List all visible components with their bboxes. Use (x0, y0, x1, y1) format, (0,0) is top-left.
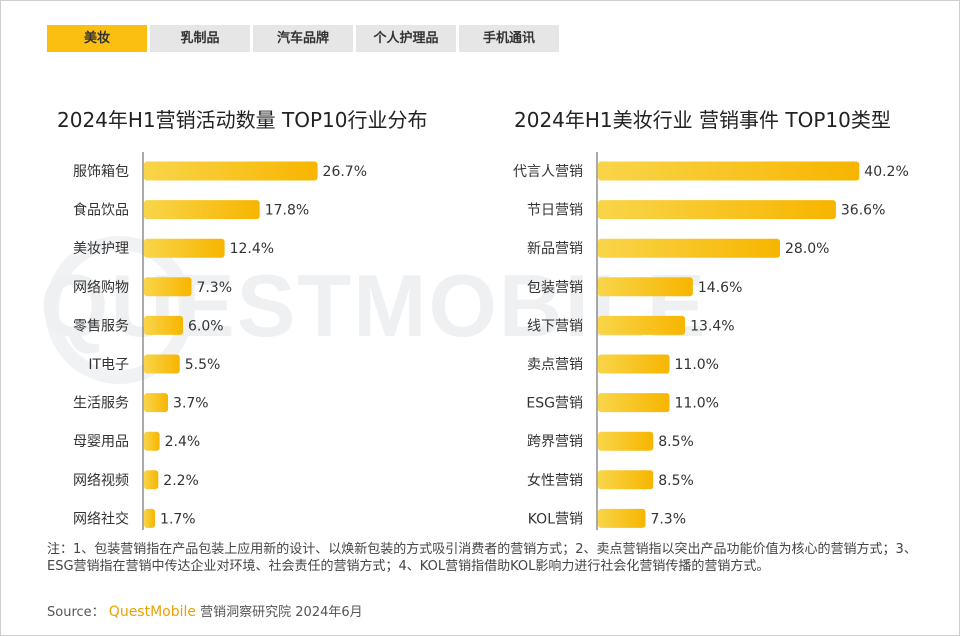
left-value-label: 5.5% (185, 357, 221, 373)
right-value-label: 14.6% (698, 280, 742, 296)
left-bar (144, 508, 156, 528)
left-value-label: 26.7% (323, 164, 367, 180)
right-chart-title: 2024年H1美妆行业 营销事件 TOP10类型 (514, 108, 891, 132)
left-value-label: 7.3% (196, 280, 232, 296)
footnote: 注：1、包装营销指在产品包装上应用新的设计、以焕新包装的方式吸引消费者的营销方式… (47, 542, 917, 574)
right-category-label: KOL营销 (528, 511, 583, 527)
tab-dairy[interactable]: 乳制品 (150, 25, 250, 52)
tab-personal-care[interactable]: 个人护理品 (356, 25, 456, 52)
tab-cosmetics[interactable]: 美妆 (47, 25, 147, 52)
right-category-label: 代言人营销 (513, 164, 583, 180)
left-bar (144, 393, 169, 413)
tab-mobile-comms[interactable]: 手机通讯 (459, 25, 559, 52)
left-value-label: 2.2% (163, 473, 199, 489)
source-brand: QuestMobile (108, 604, 197, 620)
left-category-label: 生活服务 (73, 396, 129, 412)
right-value-label: 36.6% (841, 203, 885, 219)
right-value-label: 11.0% (675, 357, 719, 373)
right-bar (598, 431, 654, 451)
left-category-label: IT电子 (88, 357, 129, 373)
right-category-label: 包装营销 (527, 280, 583, 296)
source-text: 营销洞察研究院 2024年6月 (200, 605, 363, 620)
right-value-label: 13.4% (690, 318, 734, 334)
right-category-label: 跨界营销 (527, 434, 583, 450)
left-category-label: 服饰箱包 (73, 164, 129, 180)
right-category-label: 女性营销 (527, 472, 583, 489)
left-value-label: 1.7% (160, 511, 196, 527)
right-bar (598, 354, 670, 374)
left-bar (144, 200, 260, 220)
left-chart-title: 2024年H1营销活动数量 TOP10行业分布 (57, 108, 428, 132)
left-value-label: 3.7% (173, 396, 209, 412)
left-category-label: 母婴用品 (73, 434, 129, 450)
source-line: Source： QuestMobile 营销洞察研究院 2024年6月 (47, 601, 363, 620)
left-bar (144, 161, 318, 181)
left-value-label: 17.8% (265, 203, 309, 219)
right-bar (598, 277, 693, 297)
right-category-label: 卖点营销 (527, 357, 583, 373)
right-value-label: 28.0% (785, 241, 829, 257)
left-bar (144, 354, 180, 374)
left-category-label: 网络视频 (73, 473, 129, 489)
left-value-label: 6.0% (188, 318, 224, 334)
left-bar (144, 277, 192, 297)
right-bar (598, 315, 686, 335)
left-category-label: 网络社交 (73, 510, 129, 527)
bar-charts: 服饰箱包 26.7% 食品饮品 17.8% 美妆护理 12.4% 网络购物 7.3% 零售服务 6… (73, 152, 909, 530)
tab-auto-brands[interactable]: 汽车品牌 (253, 25, 353, 52)
left-value-label: 2.4% (165, 434, 201, 450)
left-value-label: 12.4% (230, 241, 274, 257)
right-bar (598, 238, 780, 258)
right-category-label: 线下营销 (527, 318, 583, 334)
right-value-label: 11.0% (675, 396, 719, 412)
right-category-label: 节日营销 (527, 203, 583, 219)
right-bar (598, 200, 836, 220)
right-category-label: 新品营销 (527, 241, 583, 257)
right-bar (598, 470, 654, 490)
right-bar (598, 161, 860, 181)
right-category-label: ESG营销 (526, 396, 583, 412)
left-bar (144, 470, 159, 490)
right-bar (598, 393, 670, 413)
right-value-label: 8.5% (658, 473, 694, 489)
left-bar (144, 431, 160, 451)
left-bar (144, 315, 183, 335)
left-bar (144, 238, 225, 258)
left-category-label: 食品饮品 (73, 202, 129, 219)
right-value-label: 8.5% (658, 434, 694, 450)
industry-tabs: 美妆 乳制品 汽车品牌 个人护理品 手机通讯 (47, 25, 559, 52)
source-label: Source： (47, 605, 105, 620)
right-bar (598, 508, 646, 528)
left-category-label: 网络购物 (73, 280, 129, 296)
left-category-label: 零售服务 (73, 318, 129, 334)
left-category-label: 美妆护理 (73, 241, 129, 257)
right-value-label: 40.2% (864, 164, 908, 180)
right-value-label: 7.3% (650, 511, 686, 527)
